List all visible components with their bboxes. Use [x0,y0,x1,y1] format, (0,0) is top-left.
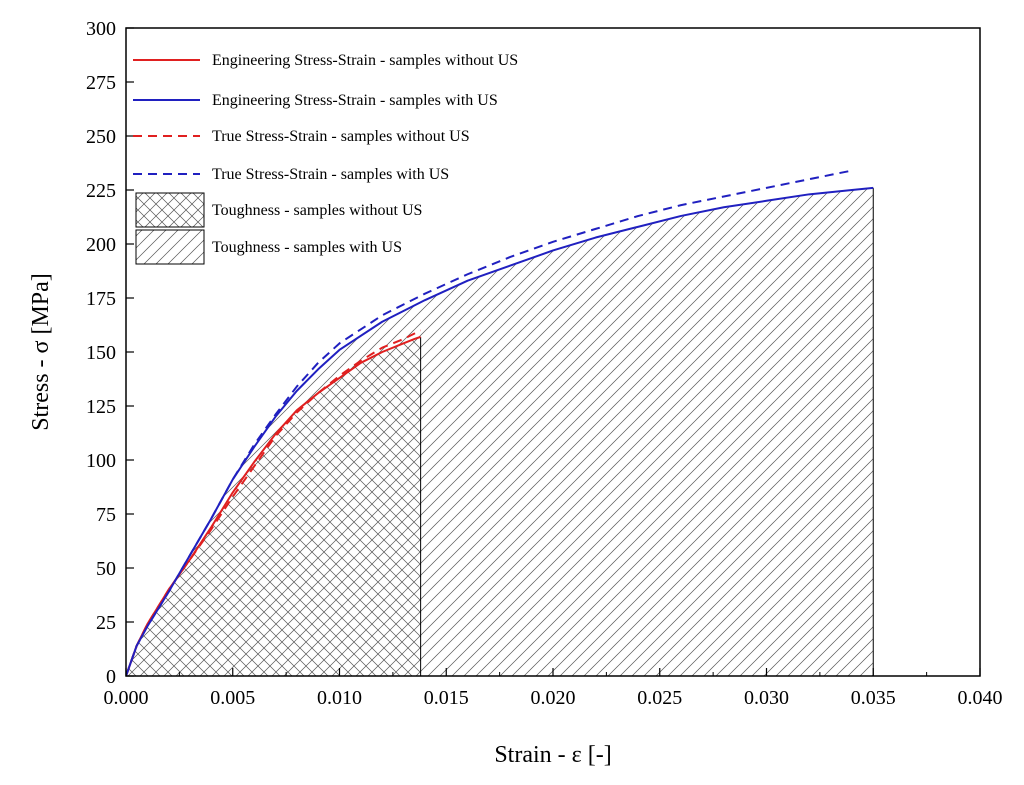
y-axis-ticks: 0 25 50 75 100 125 150 175 200 225 250 275 300 [86,18,134,688]
toughness-area-0 [126,336,421,676]
legend: Engineering Stress-Strain - samples with… [133,52,518,265]
y-tick-label: 150 [86,342,116,364]
x-tick-label: 0.040 [958,687,1003,709]
y-tick-label: 225 [86,180,116,202]
legend-label-1: Engineering Stress-Strain - samples with… [212,92,498,109]
toughness-areas [126,187,874,676]
x-tick-label: 0.020 [531,687,576,709]
legend-area-swatch-0 [135,192,205,228]
legend-label-3: True Stress-Strain - samples with US [212,166,449,183]
series-lines [126,169,874,676]
y-tick-label: 125 [86,396,116,418]
y-tick-label: 75 [96,504,116,526]
x-axis-title: Strain - ε [-] [494,742,611,768]
x-tick-label: 0.030 [744,687,789,709]
y-tick-label: 175 [86,288,116,310]
x-axis-ticks: 0.000 0.005 0.010 0.015 0.020 0.025 0.030 0.035… [104,668,1003,709]
y-tick-label: 250 [86,126,116,148]
x-tick-label: 0.005 [210,687,255,709]
y-tick-label: 300 [86,18,116,40]
legend-area-label-0: Toughness - samples without US [212,202,422,219]
x-tick-label: 0.010 [317,687,362,709]
series-line-3 [126,169,853,676]
x-tick-label: 0.025 [637,687,682,709]
x-tick-label: 0.035 [851,687,896,709]
y-tick-label: 50 [96,558,116,580]
legend-label-2: True Stress-Strain - samples without US [212,128,470,145]
y-axis-title: Stress - σ [MPa] [28,273,54,431]
y-tick-label: 25 [96,612,116,634]
y-tick-label: 200 [86,234,116,256]
legend-area-label-1: Toughness - samples with US [212,239,402,256]
y-tick-label: 100 [86,450,116,472]
y-tick-label: 0 [106,666,116,688]
legend-area-swatch-1 [135,229,205,265]
y-tick-label: 275 [86,72,116,94]
legend-label-0: Engineering Stress-Strain - samples with… [212,52,518,69]
series-line-2 [126,329,422,676]
x-tick-label: 0.000 [104,687,149,709]
x-tick-label: 0.015 [424,687,469,709]
